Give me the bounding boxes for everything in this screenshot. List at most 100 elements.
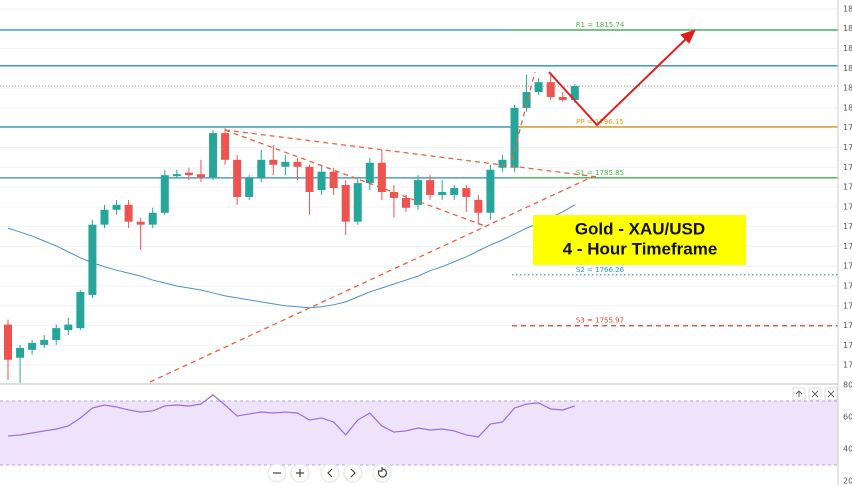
candle-body: [317, 171, 326, 191]
candle-body: [377, 162, 386, 192]
candle-body: [438, 191, 447, 195]
pivot-label: S1 = 1785.85: [576, 169, 624, 177]
moving-average: [7, 204, 576, 309]
candle-body: [40, 339, 49, 345]
rsi-pane: [0, 394, 838, 466]
rsi-tick-label: 60: [843, 413, 852, 422]
candle-body: [401, 197, 410, 208]
candle-body: [353, 183, 362, 222]
annotation-box: [533, 215, 746, 265]
icon: [296, 469, 304, 477]
candle-body: [184, 172, 193, 176]
y-tick-label: 1816.00: [843, 24, 852, 33]
candle-body: [221, 133, 230, 160]
candle-body: [196, 174, 205, 178]
arrow-head: [680, 29, 696, 44]
annotation: 4 - Hour Timeframe: [563, 239, 718, 258]
y-tick-label: 1784.00: [843, 183, 852, 192]
trendline: [224, 129, 486, 227]
icon: [795, 390, 803, 397]
candle-body: [389, 191, 398, 198]
pivot-label: R1 = 1815.74: [576, 21, 625, 29]
candle-body: [474, 199, 483, 213]
candle-body: [172, 174, 181, 177]
rsi-tick-label: 40: [843, 445, 852, 454]
y-tick-label: 1780.00: [843, 202, 852, 211]
icon: [377, 467, 388, 478]
candle-body: [100, 209, 109, 225]
y-tick-label: 1752.00: [843, 341, 852, 350]
candle-body: [4, 324, 12, 360]
candle-body: [28, 342, 37, 350]
y-tick-label: 1792.00: [843, 143, 852, 152]
candle-body: [245, 178, 254, 197]
candle-body: [329, 171, 338, 189]
candle-body: [414, 180, 423, 205]
scroll-right-button[interactable]: [343, 463, 363, 483]
y-tick-label: 1788.00: [843, 163, 852, 172]
candle-body: [269, 159, 278, 165]
candle-body: [341, 185, 350, 222]
candle-body: [233, 159, 242, 197]
candle-body: [209, 133, 218, 178]
candle-body: [76, 291, 85, 329]
y-tick-label: 1764.00: [843, 282, 852, 291]
y-tick-label: 1808.00: [843, 64, 852, 73]
price-axis: 1820.00 1816.00 1812.00 1808.00 1804.00 1800.…: [843, 4, 852, 485]
icon: [327, 468, 333, 478]
annotation: Gold - XAU/USD: [575, 219, 705, 238]
arrow: [548, 34, 691, 127]
candle-body: [365, 162, 374, 184]
candle-body: [52, 328, 61, 340]
candle-body: [558, 96, 567, 100]
candle-body: [570, 86, 579, 100]
trendline: [511, 71, 536, 161]
y-tick-label: 1772.00: [843, 242, 852, 251]
candle-body: [522, 92, 531, 108]
toolbar: [267, 463, 392, 483]
rsi-line: [7, 394, 576, 438]
reset-button[interactable]: [372, 463, 392, 483]
trendline: [149, 176, 593, 383]
rsi-tick-label: 80: [843, 381, 852, 390]
y-tick-label: 1748.00: [843, 361, 852, 370]
candle-body: [546, 82, 555, 97]
pane-buttons: [792, 387, 838, 401]
candle-body: [16, 347, 25, 358]
y-tick-label: 1812.00: [843, 44, 852, 53]
candle-body: [293, 161, 302, 167]
candle-body: [148, 212, 157, 225]
candle-body: [510, 107, 519, 168]
icon: [811, 390, 819, 398]
candle-body: [88, 224, 97, 295]
icon: [350, 468, 356, 478]
candle-body: [124, 204, 133, 222]
candle-body: [305, 166, 314, 192]
scroll-left-button[interactable]: [320, 463, 340, 483]
candle-body: [498, 159, 507, 168]
candle-body: [486, 169, 495, 213]
candle-body: [462, 188, 471, 197]
candle-body: [160, 175, 169, 213]
icon: [827, 390, 835, 398]
candle-body: [257, 159, 266, 179]
rsi-tick-label: 20: [843, 477, 852, 485]
candle-body: [450, 188, 459, 195]
pivot-label: S2 = 1766.26: [576, 266, 625, 274]
candle-body: [426, 180, 435, 195]
candle-body: [281, 161, 290, 167]
y-tick-label: 1756.00: [843, 321, 852, 330]
y-tick-label: 1768.00: [843, 262, 852, 271]
candle-body: [534, 82, 543, 93]
y-tick-label: 1796.00: [843, 123, 852, 132]
y-tick-label: 1820.00: [843, 4, 852, 13]
y-tick-label: 1804.00: [843, 84, 852, 93]
y-tick-label: 1776.00: [843, 222, 852, 231]
candle-body: [112, 204, 121, 210]
rsi-band: [0, 401, 838, 465]
candle-body: [64, 324, 73, 331]
trendlines: [149, 71, 599, 383]
candle-body: [136, 221, 145, 225]
